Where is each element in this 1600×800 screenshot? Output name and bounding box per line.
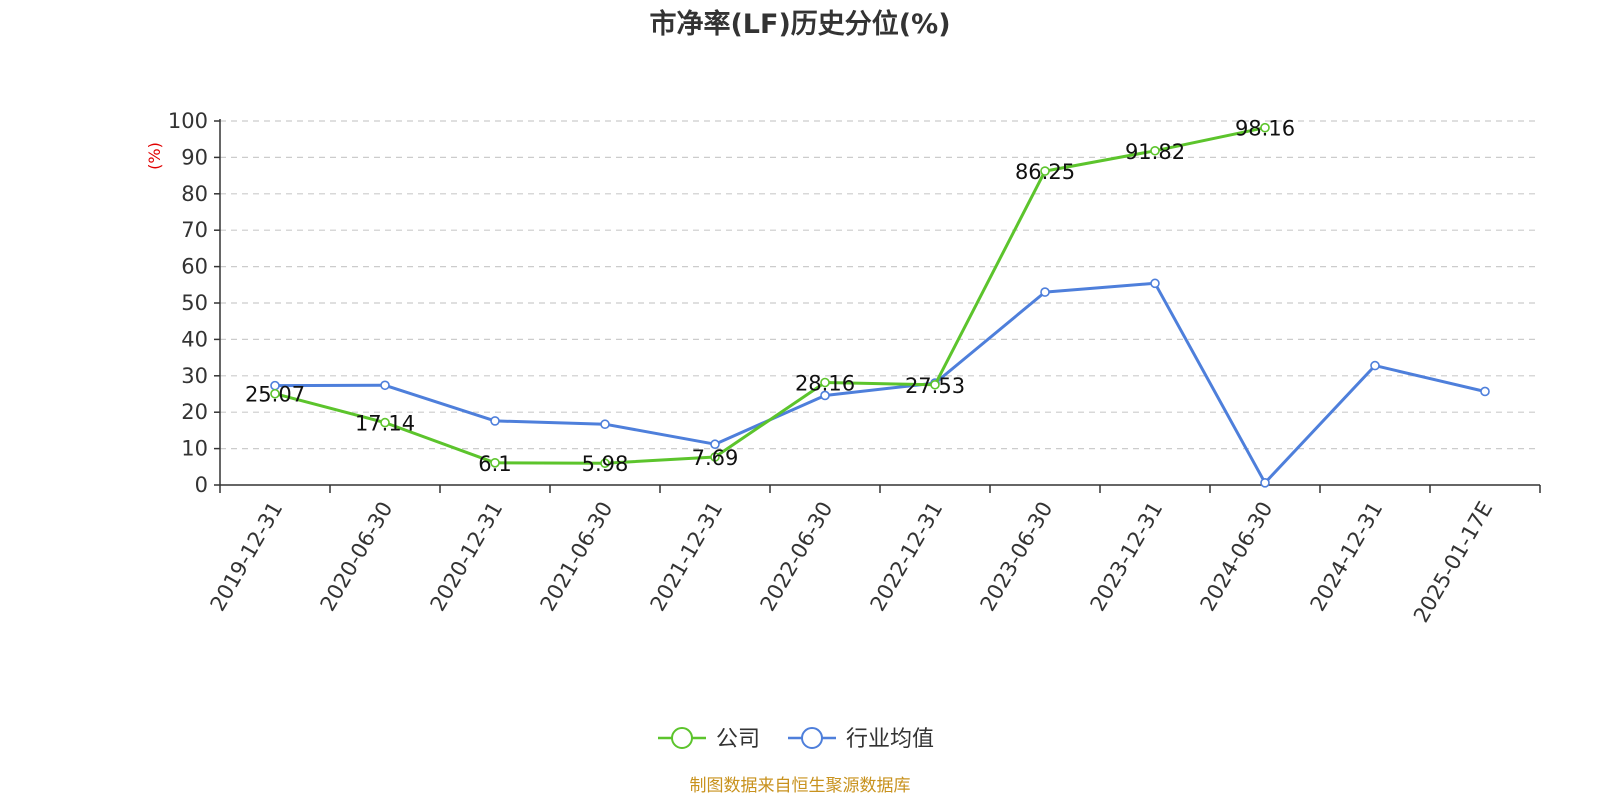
grid [220,120,1540,450]
data-label: 25.07 [245,383,305,407]
data-point[interactable] [1370,360,1380,371]
y-tick-label: 0 [195,473,208,497]
x-tick-label: 2019-12-31 [206,498,288,616]
data-point[interactable] [380,417,390,428]
data-point[interactable] [1260,122,1270,133]
data-point[interactable] [1040,166,1050,176]
data-point[interactable] [930,379,940,390]
y-tick-label: 50 [181,291,208,315]
x-tick-label: 2024-06-30 [1196,498,1278,616]
data-point[interactable] [1260,478,1270,488]
data-point[interactable] [820,377,830,388]
data-point[interactable] [1040,287,1050,297]
legend-marker [671,727,693,749]
legend-marker [801,727,823,749]
y-tick-label: 40 [181,327,208,351]
series-line [274,126,1266,465]
series [270,122,1490,488]
data-point[interactable] [490,416,500,426]
y-tick-label: 10 [181,437,208,461]
x-tick-label: 2022-12-31 [866,498,948,616]
series-industry-avg [270,278,1490,488]
x-tick-label: 2021-06-30 [536,498,618,616]
y-tick-label: 30 [181,364,208,388]
x-tick-label: 2022-06-30 [756,498,838,616]
series-line [274,281,1486,485]
legend-item-industry-avg[interactable]: 行业均值 [788,727,934,752]
data-label: 28.16 [795,371,855,395]
data-point[interactable] [1150,145,1160,156]
data-point[interactable] [600,419,610,430]
data-label: 17.14 [355,412,415,436]
y-tick-label: 20 [181,400,208,424]
data-point[interactable] [600,458,610,469]
data-point[interactable] [1480,386,1490,397]
x-tick-label: 2020-12-31 [426,498,508,616]
x-tick-label: 2023-12-31 [1086,498,1168,616]
x-tick-label: 2020-06-30 [316,498,398,616]
series-company [270,122,1270,469]
data-label: 98.16 [1235,117,1295,141]
y-tick-label: 100 [168,109,208,133]
data-point[interactable] [820,390,830,401]
legend-label: 行业均值 [846,727,934,752]
chart-title: 市净率(LF)历史分位(%) [649,8,950,40]
legend-label: 公司 [716,727,760,752]
x-tick-label: 2024-12-31 [1306,498,1388,616]
data-label: 86.25 [1015,160,1075,184]
legend-item-company[interactable]: 公司 [658,727,760,752]
data-point[interactable] [710,452,720,462]
legend[interactable]: 公司 行业均值 [658,727,934,752]
y-tick-label: 90 [181,145,208,169]
data-point[interactable] [380,380,390,391]
data-label: 7.69 [692,446,739,470]
x-tick-label: 2021-12-31 [646,498,728,616]
data-point[interactable] [490,457,500,468]
data-point[interactable] [270,388,280,399]
x-tick-label: 2025-01-17E [1409,498,1497,627]
y-tick-label: 70 [181,218,208,242]
data-point[interactable] [1150,278,1160,289]
data-point[interactable] [710,439,720,450]
x-tick-label: 2023-06-30 [976,498,1058,616]
source-note: 制图数据来自恒生聚源数据库 [690,776,911,796]
y-axis-unit: (%) [145,142,164,170]
data-label: 91.82 [1125,140,1185,164]
axes: 0 10 20 30 40 50 60 70 80 90 100 2019-12-31 2020-06-… [168,109,1541,627]
y-tick-label: 60 [181,255,208,279]
data-label: 5.98 [582,452,629,476]
data-label: 6.1 [478,452,511,476]
data-labels: 25.07 17.14 6.1 5.98 7.69 28.16 27.53 86.25 91.8… [245,117,1295,477]
data-label: 27.53 [905,374,965,398]
y-tick-label: 80 [181,182,208,206]
